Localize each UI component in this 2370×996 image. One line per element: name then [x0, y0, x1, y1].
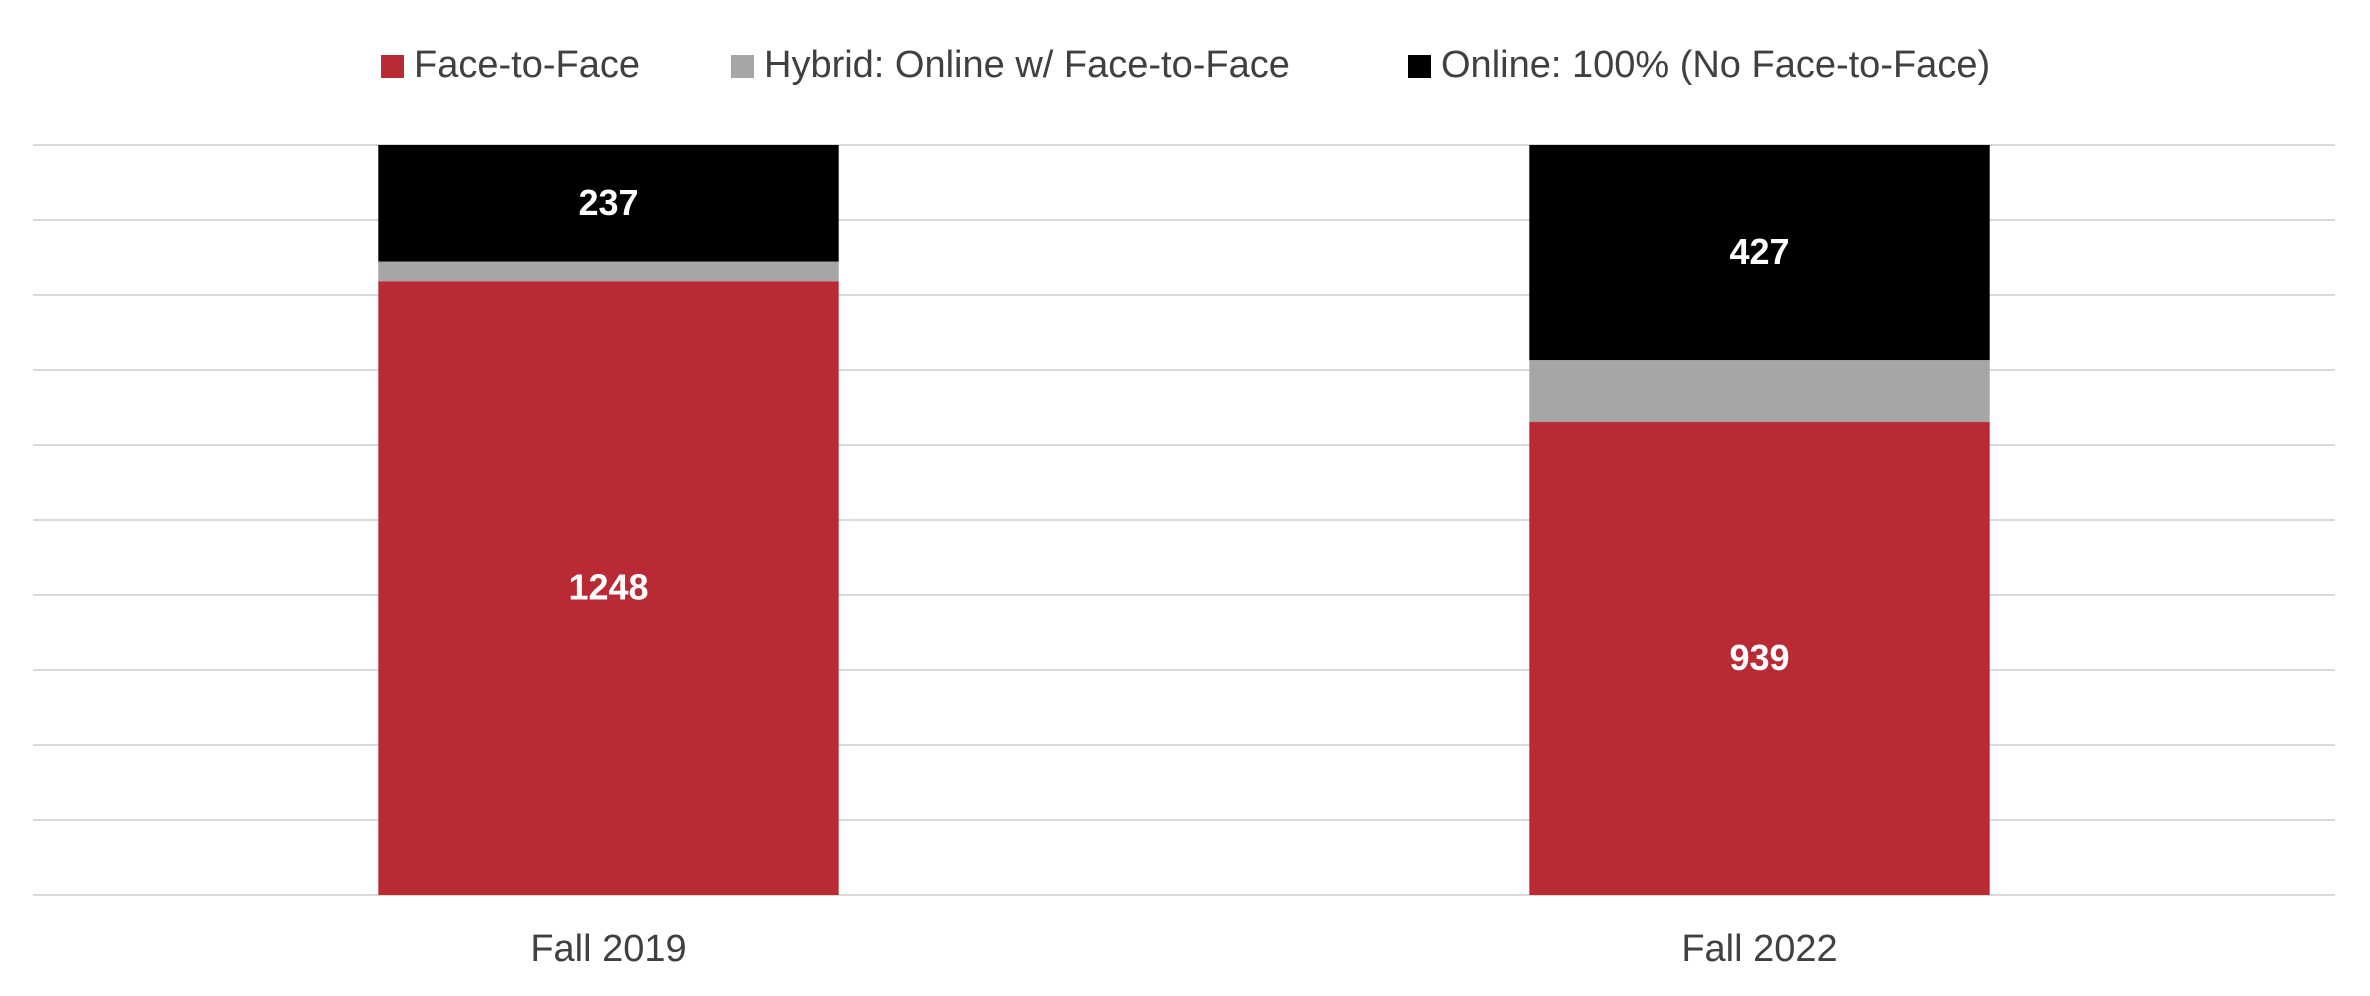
bar-segment	[378, 145, 839, 262]
data-label: 237	[578, 182, 638, 223]
legend-swatch	[731, 55, 754, 78]
legend-swatch	[1408, 55, 1431, 78]
x-tick-label: Fall 2022	[1681, 928, 1837, 970]
data-label: 427	[1729, 231, 1789, 272]
legend-label: Online: 100% (No Face-to-Face)	[1441, 44, 1990, 86]
legend-label: Hybrid: Online w/ Face-to-Face	[764, 44, 1290, 86]
bar-segment	[378, 261, 839, 282]
data-label: 1248	[568, 567, 648, 608]
data-label: 939	[1729, 637, 1789, 678]
bar-segment	[1529, 360, 1990, 423]
bar-segment	[1529, 145, 1990, 361]
bar-segment	[378, 281, 839, 896]
legend-label: Face-to-Face	[414, 44, 640, 86]
bar-segment	[1529, 422, 1990, 895]
legend-swatch	[381, 55, 404, 78]
x-tick-label: Fall 2019	[530, 928, 686, 970]
